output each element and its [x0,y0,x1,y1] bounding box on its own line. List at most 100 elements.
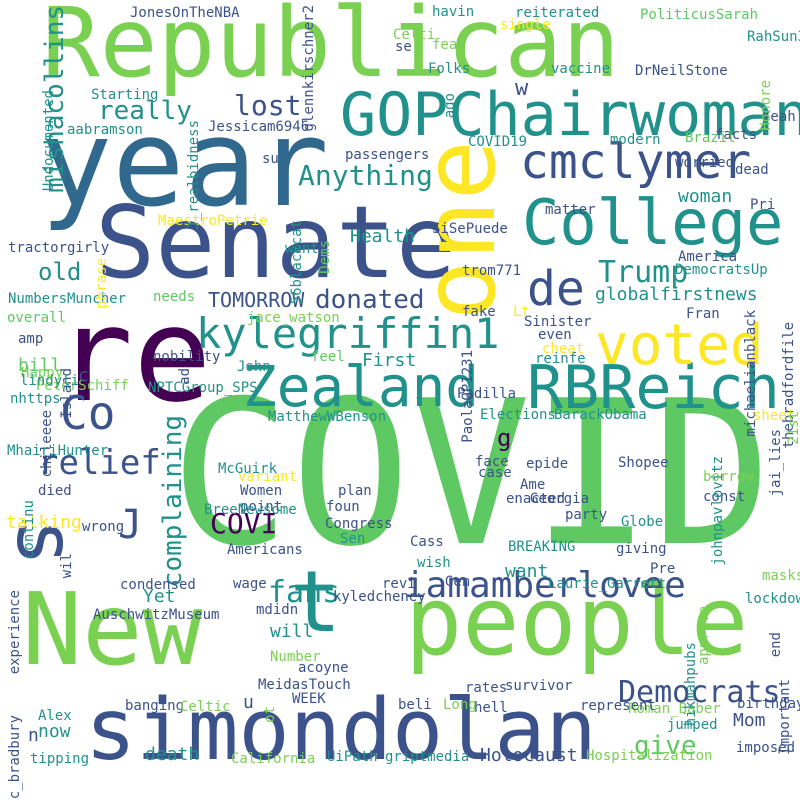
word-globalfirstnews-37: globalfirstnews [595,284,758,305]
word-even-125: even [538,327,572,343]
word-gopchairwoman-11: GOPChairwoman [340,80,800,150]
word-breenewsome-175: BreeNewsome [204,502,297,518]
word-jc-bradbury-188: jc_bradbury [7,715,23,800]
word-reiterated-40: reiterated [515,5,600,21]
word-dems-154: Dems [317,240,333,274]
word-peterschiff-160: PeterSchiff [36,378,129,394]
word-ame-74: Ame [520,477,546,493]
word-new-5: New [22,571,203,688]
word-lost-28: lost [234,89,302,122]
word-fear-43: fear [432,37,466,53]
word-give-35: give [634,731,697,761]
word-phrase-144: phrase [94,258,110,309]
word-laurie-garrett-180: Laurie_Garrett [548,576,667,592]
word-republican-2: Republican [42,0,620,99]
word-needs-148: needs [153,289,196,305]
word-california-107: California [231,751,316,767]
word-amp-60: amp [18,331,44,347]
word-brazil-142: Brazil [685,130,736,146]
word-first-59: First [362,350,417,371]
word-56blackcat-145: 56blackcat [289,220,305,305]
word-uipath-108: UiPath [327,749,378,765]
word-americans-177: Americans [227,542,303,558]
word-facts-50: facts [715,127,758,143]
word-honore-134: Honore [758,80,774,131]
word-gen-179: Gen [445,574,471,590]
word-nobility-153: nobility [153,349,221,365]
word-talking-84: talking [6,512,82,533]
word-epide-168: epide [526,456,569,472]
word-week-94: WEEK [292,691,326,707]
word-lockdow-114: lockdow [745,591,800,607]
word-variant-171: variant [238,469,298,485]
word-plan-70: plan [338,483,372,499]
word-worried-143: worried [675,155,735,171]
word-g-34: g [497,424,512,452]
word-u-196: u [243,692,254,713]
word-tomorrow-36: TOMORROW [208,288,305,312]
word-survivor-97: survivor [505,678,573,694]
word-alex-100: Alex [38,708,72,724]
word-end-115: end [768,632,784,658]
word-long-191: Long [443,697,477,713]
word-women-68: Women [240,483,283,499]
word-approve-186: approve [696,606,712,666]
word-john-163: John [237,359,271,375]
word-complaining-21: complaining [158,415,188,588]
word-hell-104: hell [474,700,508,716]
word-ago-122: ago [442,93,458,119]
word-ad-164: ad [177,368,193,385]
word-face-167: face [475,454,509,470]
word-matthewwbenson-66: MatthewWBenson [268,409,387,425]
word-condensed-86: condensed [120,577,196,593]
word-covi-33: COVI [210,507,278,540]
word-havin-41: havin [432,4,475,20]
word-cheat-158: cheat [542,341,585,357]
word-birthday-187: birthday [737,696,800,712]
word-jessicam6946-45: Jessicam6946 [208,119,310,135]
word-voted-16: voted [595,313,764,378]
word-happy-155: Happy [21,365,64,381]
word-sinister-58: Sinister [524,314,592,330]
word-pre-181: Pre [650,561,676,577]
word-cmclymer-13: cmclymer [520,134,752,190]
word-revi-183: revi [382,576,416,592]
word-died-82: died [38,483,72,499]
word-health-47: Health [350,226,416,247]
word-will-91: will [270,621,314,642]
word-rates-96: rates [465,680,508,696]
word-glennkirschner2-135: glennkirschner2 [301,5,317,132]
word-donated-30: donated [315,285,425,315]
word-mhairihunter-169: MhairiHunter [7,443,109,459]
word-acoyne-93: acoyne [298,660,349,676]
word-fake-57: fake [462,304,496,320]
word-kylegriffin1-19: kylegriffin1 [196,309,500,358]
word-mcguirk-67: McGuirk [218,461,278,477]
word-j-25: J [118,502,143,548]
word-holocaust-110: Holocaust [480,745,578,766]
word-single-131: single [500,17,551,33]
word-barackobama-64: BarackObama [554,407,647,423]
word-lt-151: Lt [513,304,530,320]
word-overall-149: overall [7,310,67,326]
word-dead-51: dead [735,162,769,178]
word-senate-3: Senate [95,184,457,301]
word-feel-157: feel [311,349,345,365]
word-party-76: party [565,507,608,523]
word-paolaqp1231-127: PaolaQP1231 [460,350,476,443]
word-experience-113: experience [7,590,23,675]
word-represent-192: represent [580,698,656,714]
word-fans-24: fans [268,575,341,610]
word-democratsup-55: DemocratsUp [675,262,768,278]
word-banging-98: banging [125,698,185,714]
word-foun-71: foun [326,499,360,515]
word-zealand-14: Zealand [243,355,480,420]
word-tipping-112: tipping [30,751,90,767]
word-bill-61: bill [18,355,62,376]
word-numbersmuncher-56: NumbersMuncher [8,291,127,307]
word-globe-77: Globe [621,514,664,530]
word-const-172: const [703,489,746,505]
word-college-12: College [522,186,784,259]
word-matter-52: matter [545,202,596,218]
